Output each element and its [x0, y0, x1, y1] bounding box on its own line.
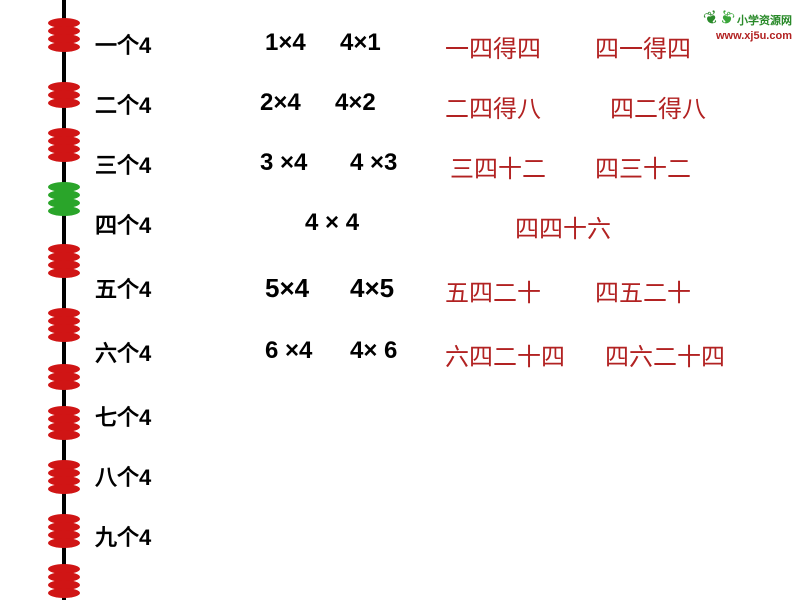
content-row: 三个43 ×44 ×3三四十二四三十二 — [95, 148, 790, 180]
bead-group — [48, 564, 80, 596]
expression: 4×5 — [350, 273, 425, 304]
bead-icon — [48, 588, 80, 598]
count-label: 九个4 — [95, 520, 175, 552]
bead-icon — [48, 332, 80, 342]
content-row: 四个44 × 4四四十六 — [95, 208, 790, 240]
expression: 6 ×4 — [265, 337, 340, 365]
bead-group — [48, 364, 80, 388]
count-label: 一个4 — [95, 28, 175, 60]
bead-group — [48, 82, 80, 106]
bead-icon — [48, 268, 80, 278]
bead-group — [48, 182, 80, 214]
expression: 5×4 — [265, 273, 340, 304]
content-row: 二个42×44×2二四得八四二得八 — [95, 88, 790, 120]
expression: 3 ×4 — [260, 149, 340, 177]
expression: 4 × 4 — [305, 209, 405, 237]
count-label: 四个4 — [95, 208, 175, 240]
phrase: 三四十二 — [450, 149, 580, 184]
count-label: 六个4 — [95, 336, 175, 368]
phrase: 四二得八 — [610, 89, 740, 124]
count-label: 七个4 — [95, 400, 175, 432]
bead-group — [48, 18, 80, 50]
bead-group — [48, 460, 80, 492]
bead-group — [48, 514, 80, 546]
bead-icon — [48, 380, 80, 390]
phrase: 四五二十 — [595, 273, 725, 308]
content-row: 七个4 — [95, 400, 790, 432]
bead-group — [48, 244, 80, 276]
phrase: 四一得四 — [595, 29, 725, 64]
count-label: 二个4 — [95, 88, 175, 120]
expression: 4× 6 — [350, 337, 425, 365]
expression: 1×4 — [265, 29, 335, 57]
count-label: 三个4 — [95, 148, 175, 180]
expression: 4×1 — [340, 29, 410, 57]
phrase: 四四十六 — [515, 209, 665, 244]
phrase: 五四二十 — [445, 273, 575, 308]
bead-icon — [48, 42, 80, 52]
phrase: 四三十二 — [595, 149, 725, 184]
phrase: 二四得八 — [445, 89, 575, 124]
expression: 4×2 — [335, 89, 405, 117]
phrase: 一四得四 — [445, 29, 575, 64]
expression: 2×4 — [260, 89, 330, 117]
bead-icon — [48, 98, 80, 108]
expression: 4 ×3 — [350, 149, 430, 177]
bead-group — [48, 406, 80, 438]
content-row: 八个4 — [95, 460, 790, 492]
phrase: 四六二十四 — [605, 337, 755, 372]
bead-icon — [48, 538, 80, 548]
content-row: 九个4 — [95, 520, 790, 552]
content-row: 五个45×44×5五四二十四五二十 — [95, 272, 790, 304]
bead-icon — [48, 152, 80, 162]
bead-icon — [48, 430, 80, 440]
content-row: 六个46 ×44× 6六四二十四四六二十四 — [95, 336, 790, 368]
count-label: 八个4 — [95, 460, 175, 492]
bead-icon — [48, 484, 80, 494]
bead-group — [48, 308, 80, 340]
count-label: 五个4 — [95, 272, 175, 304]
content-row: 一个41×44×1一四得四四一得四 — [95, 28, 790, 60]
logo-title: 小学资源网 — [737, 15, 792, 27]
bead-icon — [48, 206, 80, 216]
bead-group — [48, 128, 80, 160]
phrase: 六四二十四 — [445, 337, 595, 372]
